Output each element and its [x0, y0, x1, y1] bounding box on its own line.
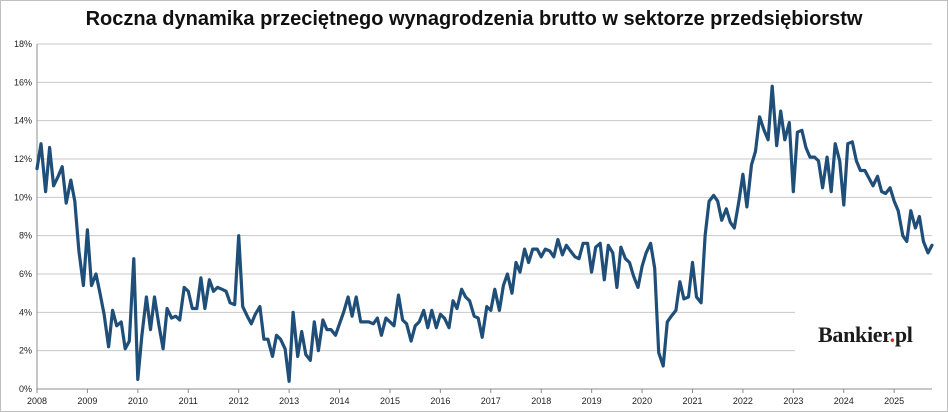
- x-tick-label: 2022: [733, 396, 753, 406]
- y-tick-label: 12%: [14, 154, 32, 164]
- x-tick-label: 2017: [481, 396, 501, 406]
- y-tick-label: 0%: [19, 384, 32, 394]
- logo-dot: .: [889, 322, 896, 347]
- bankier-logo: Bankier.pl: [818, 322, 913, 348]
- y-tick-label: 10%: [14, 192, 32, 202]
- x-tick-label: 2009: [77, 396, 97, 406]
- y-tick-label: 18%: [14, 39, 32, 49]
- x-tick-label: 2018: [531, 396, 551, 406]
- logo-tld: pl: [894, 322, 913, 347]
- x-tick-label: 2013: [279, 396, 299, 406]
- x-tick-label: 2010: [128, 396, 148, 406]
- x-tick-label: 2023: [783, 396, 803, 406]
- y-tick-label: 8%: [19, 231, 32, 241]
- y-tick-label: 2%: [19, 346, 32, 356]
- x-tick-label: 2021: [682, 396, 702, 406]
- x-tick-label: 2014: [330, 396, 350, 406]
- x-tick-label: 2012: [229, 396, 249, 406]
- x-axis: 2008 2009 2010 2011 2012 2013 2014 2015 2016 2017…: [27, 389, 904, 406]
- y-tick-label: 16%: [14, 77, 32, 87]
- x-tick-label: 2015: [380, 396, 400, 406]
- y-tick-label: 6%: [19, 269, 32, 279]
- logo-main: Bankier: [818, 322, 890, 347]
- x-tick-label: 2024: [834, 396, 854, 406]
- y-tick-label: 4%: [19, 307, 32, 317]
- grid: [36, 43, 932, 390]
- y-tick-label: 14%: [14, 116, 32, 126]
- x-tick-label: 2025: [884, 396, 904, 406]
- x-tick-label: 2020: [632, 396, 652, 406]
- x-tick-label: 2019: [582, 396, 602, 406]
- y-axis: 0% 2% 4% 6% 8% 10% 12% 14% 16% 18%: [14, 39, 32, 394]
- x-tick-label: 2016: [430, 396, 450, 406]
- x-tick-label: 2008: [27, 396, 47, 406]
- series-line: [35, 84, 934, 383]
- x-tick-label: 2011: [179, 396, 198, 406]
- chart-title: Roczna dynamika przeciętnego wynagrodzen…: [85, 8, 863, 30]
